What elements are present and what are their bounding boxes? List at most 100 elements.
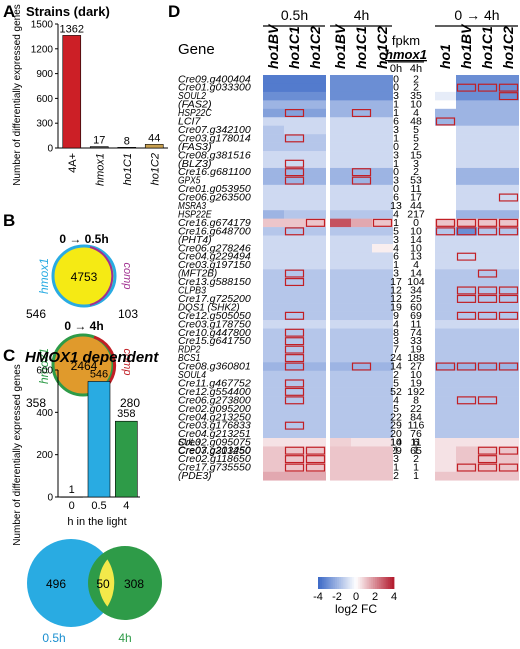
fpkm-value: 5	[393, 225, 399, 237]
significance-box	[284, 396, 305, 405]
fpkm-value: 10	[390, 437, 402, 449]
heatmap-cell	[351, 176, 372, 186]
heatmap-cell	[305, 184, 326, 194]
heatmap-cell	[435, 379, 456, 388]
heatmap-cell	[351, 235, 372, 245]
fpkm-value: 1	[393, 99, 399, 111]
heatmap-cell	[263, 108, 284, 118]
heatmap-cell	[351, 218, 372, 228]
heatmap-cell	[435, 159, 456, 169]
heatmap-cell	[351, 151, 372, 160]
fpkm-value: 0	[393, 73, 399, 85]
fpkm-value: 13	[390, 200, 402, 212]
heatmap-cell	[305, 413, 326, 422]
fpkm-value: 84	[410, 411, 422, 423]
heatmap-cell	[284, 379, 305, 388]
gene-name: (PHT4)	[178, 234, 212, 246]
significance-box	[284, 387, 305, 396]
heatmap-cell	[456, 83, 477, 93]
gene-name: (FAS3)	[178, 141, 212, 153]
heatmap-cell	[435, 336, 456, 346]
fpkm-value: 29	[390, 445, 402, 457]
heatmap-cell	[435, 100, 456, 110]
heatmap-cell	[498, 252, 519, 262]
heatmap-cell	[351, 413, 372, 422]
heatmap-cell	[456, 463, 477, 473]
fpkm-value: 53	[410, 175, 422, 187]
fpkm-value: 13	[410, 251, 422, 263]
fpkm-value: 2	[393, 369, 399, 381]
heatmap-cell	[456, 311, 477, 321]
significance-box	[351, 168, 372, 177]
significance-box	[284, 354, 305, 363]
significance-box	[305, 463, 326, 472]
fpkm-value: 34	[410, 285, 422, 297]
heatmap-cell	[284, 227, 305, 236]
heatmap-cell	[305, 311, 326, 321]
fpkm-value: 3	[413, 158, 419, 170]
fpkm-value: 11	[411, 318, 422, 330]
significance-box	[351, 108, 372, 118]
venn-2-title: 0 → 4h	[64, 319, 103, 333]
heatmap-cell	[456, 277, 477, 287]
panel-c-ytick-label: 200	[36, 450, 53, 461]
fpkm-value: 1	[413, 470, 419, 482]
heatmap-cell	[284, 345, 305, 355]
fpkm-value: 192	[407, 386, 425, 398]
significance-box	[284, 337, 305, 346]
heatmap-cell	[263, 438, 284, 447]
fpkm-value: 19	[410, 344, 422, 356]
significance-box	[456, 227, 477, 236]
venn-1-left-label: hmox1	[37, 258, 51, 294]
fpkm-value: 4	[393, 318, 399, 330]
heatmap-cell	[477, 404, 498, 414]
gene-name: Cre08.g381516	[178, 149, 251, 161]
colorbar-segment	[319, 577, 323, 589]
heatmap-cell	[435, 83, 456, 93]
column-label: ho1C2	[500, 26, 516, 69]
fpkm-value: 14	[410, 268, 422, 280]
heatmap-cell	[284, 210, 305, 219]
fpkm-value: 2	[413, 73, 419, 85]
venn-2-overlap-count: 2464	[71, 359, 98, 373]
gene-name: (FAS2)	[178, 99, 212, 111]
colorbar-tick-label: 4	[391, 591, 397, 603]
significance-box	[498, 83, 519, 92]
heatmap-cell	[477, 413, 498, 422]
gene-name: (PDE3)	[178, 470, 212, 482]
panel-a-value-label: 1362	[60, 23, 84, 35]
venn-1-hmox1-circle	[51, 244, 117, 308]
colorbar-segment	[388, 577, 391, 589]
fpkm-value: 4	[413, 259, 419, 271]
heatmap-cell	[477, 151, 498, 160]
heatmap-cell	[435, 227, 456, 236]
significance-box	[498, 463, 519, 472]
heatmap-cell	[372, 108, 393, 118]
heatmap-cell	[305, 303, 326, 312]
heatmap-cell	[498, 83, 519, 93]
heatmap-cell	[477, 252, 498, 262]
heatmap-cell	[435, 235, 456, 245]
fpkm-value: 19	[390, 301, 402, 313]
column-label: ho1C1	[479, 26, 495, 69]
heatmap-cell	[372, 91, 393, 101]
significance-box	[477, 227, 498, 236]
heatmap-cell	[477, 244, 498, 253]
heatmap-cell	[284, 142, 305, 152]
heatmap-cell	[477, 429, 498, 439]
panel-c-bar-chart: HMOX1 dependent Number of differentially…	[12, 349, 159, 546]
heatmap-cell	[498, 396, 519, 405]
fpkm-value: 69	[410, 310, 422, 322]
heatmap-cell	[372, 446, 393, 456]
gene-name: Cre04.g213250	[178, 411, 251, 423]
heatmap-cell	[263, 117, 284, 126]
heatmap-cell	[477, 286, 498, 295]
heatmap-cell	[435, 387, 456, 397]
heatmap-cell	[477, 75, 498, 84]
heatmap-cell	[477, 277, 498, 287]
heatmap-cell	[456, 108, 477, 118]
significance-box	[498, 446, 519, 455]
heatmap-cell	[351, 286, 372, 295]
gene-name: Cre02.g118650	[178, 453, 251, 465]
panel-a-category-label: ho1C1	[122, 153, 134, 185]
